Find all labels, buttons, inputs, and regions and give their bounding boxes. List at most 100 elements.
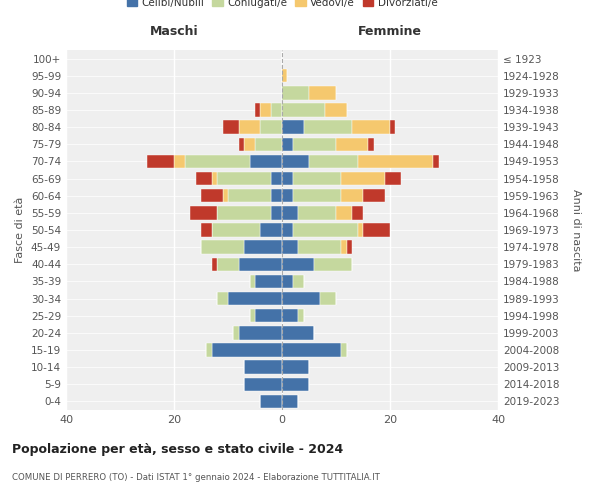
Bar [368,138,374,151]
Bar [433,154,439,168]
Bar [271,104,282,117]
Bar [212,258,217,271]
Bar [282,240,298,254]
Bar [293,172,341,186]
Bar [255,104,260,117]
Bar [217,172,271,186]
Bar [282,378,309,391]
Bar [239,258,282,271]
Bar [212,172,217,186]
Bar [304,120,352,134]
Bar [244,360,282,374]
Bar [239,120,260,134]
Bar [271,172,282,186]
Bar [282,274,293,288]
Bar [293,138,336,151]
Text: Maschi: Maschi [149,25,199,38]
Bar [390,120,395,134]
Bar [282,154,309,168]
Bar [385,172,401,186]
Bar [282,104,325,117]
Bar [250,154,282,168]
Bar [352,206,363,220]
Bar [282,206,298,220]
Bar [223,120,239,134]
Bar [282,138,293,151]
Bar [314,258,352,271]
Bar [347,240,352,254]
Bar [244,378,282,391]
Bar [217,206,271,220]
Bar [352,120,390,134]
Y-axis label: Anni di nascita: Anni di nascita [571,188,581,271]
Legend: Celibi/Nubili, Coniugati/e, Vedovi/e, Divorziati/e: Celibi/Nubili, Coniugati/e, Vedovi/e, Di… [122,0,442,12]
Bar [309,154,358,168]
Bar [250,274,255,288]
Bar [201,224,212,236]
Bar [282,172,293,186]
Bar [325,104,347,117]
Bar [250,309,255,322]
Bar [255,309,282,322]
Bar [201,189,223,202]
Bar [282,86,309,100]
Text: Popolazione per età, sesso e stato civile - 2024: Popolazione per età, sesso e stato civil… [12,442,343,456]
Bar [223,189,228,202]
Y-axis label: Fasce di età: Fasce di età [16,197,25,263]
Bar [255,274,282,288]
Bar [255,138,282,151]
Bar [282,360,309,374]
Bar [282,224,293,236]
Bar [217,258,239,271]
Bar [239,138,244,151]
Bar [260,120,282,134]
Bar [212,224,260,236]
Bar [358,154,433,168]
Bar [363,189,385,202]
Bar [336,206,352,220]
Bar [201,240,244,254]
Bar [228,189,271,202]
Bar [282,69,287,82]
Bar [147,154,174,168]
Bar [260,104,271,117]
Bar [298,206,336,220]
Bar [228,292,282,306]
Bar [239,326,282,340]
Bar [293,189,341,202]
Bar [190,206,217,220]
Bar [196,172,212,186]
Bar [341,172,385,186]
Text: Femmine: Femmine [358,25,422,38]
Bar [298,240,341,254]
Bar [271,206,282,220]
Bar [282,189,293,202]
Bar [206,344,212,356]
Bar [282,394,298,408]
Bar [341,344,347,356]
Bar [185,154,250,168]
Bar [341,240,347,254]
Bar [320,292,336,306]
Bar [244,138,255,151]
Bar [293,224,358,236]
Bar [282,344,341,356]
Bar [282,309,298,322]
Bar [217,292,228,306]
Bar [341,189,363,202]
Bar [233,326,239,340]
Bar [282,326,314,340]
Bar [336,138,368,151]
Bar [282,292,320,306]
Bar [358,224,363,236]
Bar [260,224,282,236]
Bar [282,120,304,134]
Bar [309,86,336,100]
Bar [212,344,282,356]
Bar [260,394,282,408]
Bar [174,154,185,168]
Bar [298,309,304,322]
Bar [282,258,314,271]
Bar [271,189,282,202]
Bar [363,224,390,236]
